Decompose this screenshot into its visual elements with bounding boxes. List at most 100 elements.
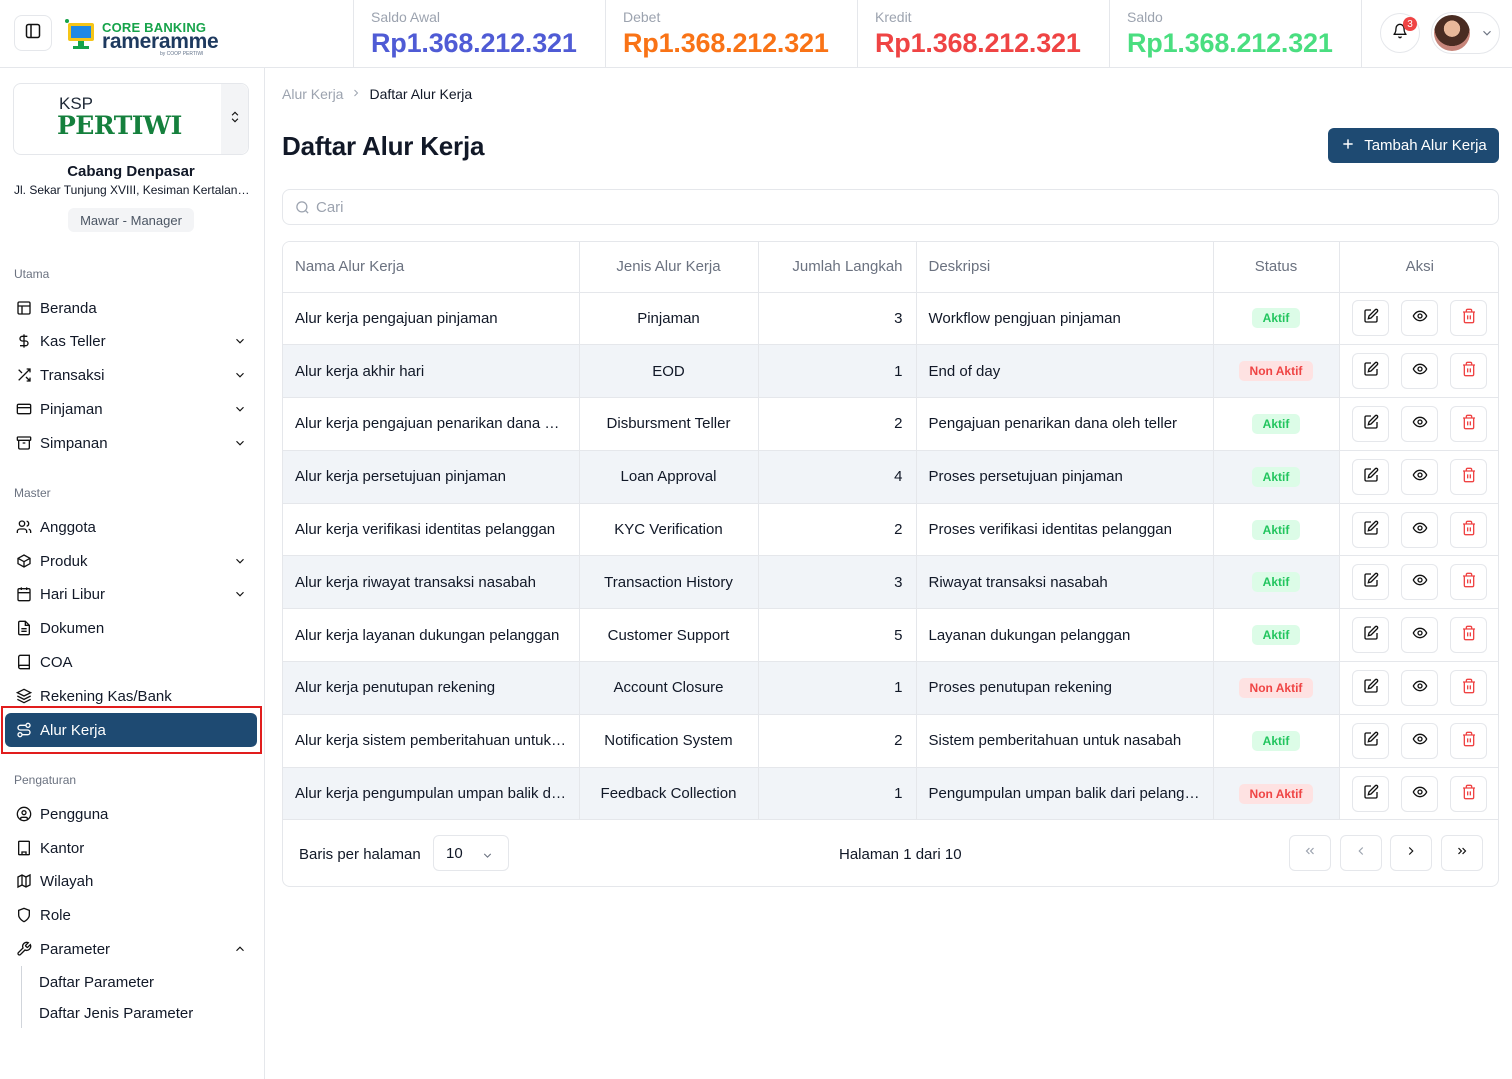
sidebar-item-pinjaman[interactable]: Pinjaman (5, 392, 257, 426)
users-icon (15, 519, 32, 536)
delete-button[interactable] (1450, 775, 1488, 812)
edit-button[interactable] (1352, 617, 1390, 654)
edit-button[interactable] (1352, 511, 1390, 548)
user-role-badge: Mawar - Manager (68, 208, 194, 232)
column-header: Jumlah Langkah (758, 242, 917, 293)
breadcrumb-parent-link[interactable]: Alur Kerja (282, 86, 344, 102)
table-row: Alur kerja pengajuan pinjaman Pinjaman 3 Wo… (283, 292, 1498, 346)
workflow-type-cell: Notification System (579, 714, 759, 768)
sidebar-item-role[interactable]: Role (5, 898, 257, 932)
delete-button[interactable] (1450, 300, 1488, 337)
view-button[interactable] (1401, 669, 1439, 706)
delete-button[interactable] (1450, 511, 1488, 548)
edit-button[interactable] (1352, 775, 1390, 812)
add-workflow-button[interactable]: Tambah Alur Kerja (1328, 128, 1499, 163)
table-row: Alur kerja persetujuan pinjaman Loan Appr… (283, 450, 1498, 504)
sidebar-item-dokumen[interactable]: Dokumen (5, 611, 257, 645)
workflow-name-cell: Alur kerja sistem pemberitahuan untuk na… (283, 714, 580, 768)
view-button[interactable] (1401, 511, 1439, 548)
status-badge: Aktif (1251, 625, 1301, 646)
view-button[interactable] (1401, 722, 1439, 759)
sidebar-item-produk[interactable]: Produk (5, 544, 257, 578)
sidebar-item-alur-kerja[interactable]: Alur Kerja (5, 713, 257, 747)
rows-per-page-select[interactable]: 10 (433, 835, 509, 871)
sidebar-toggle-button[interactable] (14, 15, 52, 51)
stat-saldo-awal: Saldo Awal Rp1.368.212.321 (353, 0, 605, 68)
edit-button[interactable] (1352, 353, 1390, 390)
trash-icon (1461, 308, 1477, 328)
description-cell: Pengajuan penarikan dana oleh teller (916, 397, 1214, 451)
view-button[interactable] (1401, 775, 1439, 812)
sidebar-item-pengguna[interactable]: Pengguna (5, 797, 257, 831)
actions-cell (1339, 608, 1498, 663)
status-badge: Non Aktif (1238, 783, 1314, 804)
chevron-down-icon (1480, 26, 1494, 45)
workflow-type-cell: Feedback Collection (579, 767, 759, 821)
top-bar: CORE BANKING rameramme by COOP PERTIWI S… (0, 0, 1512, 68)
sidebar-item-label: Alur Kerja (40, 721, 106, 739)
delete-button[interactable] (1450, 353, 1488, 390)
delete-button[interactable] (1450, 669, 1488, 706)
sidebar-item-label: Simpanan (40, 434, 108, 452)
logo-line2: rameramme (102, 30, 219, 53)
stat-label: Saldo (1127, 9, 1163, 25)
sidebar-item-hari-libur[interactable]: Hari Libur (5, 577, 257, 611)
sidebar-subitem-daftar-parameter[interactable]: Daftar Parameter (39, 974, 155, 991)
trash-icon (1461, 361, 1477, 381)
switch-org-button[interactable] (221, 84, 248, 154)
sidebar-item-kas-teller[interactable]: Kas Teller (5, 324, 257, 358)
page-indicator: Halaman 1 dari 10 (839, 846, 962, 863)
delete-button[interactable] (1450, 722, 1488, 759)
table-row: Alur kerja penutupan rekening Account Clo… (283, 661, 1498, 715)
sidebar-subitem-daftar-jenis-parameter[interactable]: Daftar Jenis Parameter (39, 1005, 194, 1022)
last-page-button[interactable] (1441, 835, 1483, 871)
notification-button[interactable]: 3 (1380, 13, 1420, 53)
sidebar-item-rekening[interactable]: Rekening Kas/Bank (5, 679, 257, 713)
search-icon (295, 200, 310, 215)
bell-icon (1392, 23, 1408, 44)
first-page-button[interactable] (1289, 835, 1331, 871)
edit-button[interactable] (1352, 669, 1390, 706)
edit-button[interactable] (1352, 405, 1390, 442)
sidebar-item-beranda[interactable]: Beranda (5, 291, 257, 325)
stat-label: Saldo Awal (371, 9, 441, 25)
next-page-button[interactable] (1390, 835, 1432, 871)
previous-page-button[interactable] (1340, 835, 1382, 871)
sidebar-item-transaksi[interactable]: Transaksi (5, 358, 257, 392)
user-menu-button[interactable] (1431, 12, 1500, 54)
sidebar-item-coa[interactable]: COA (5, 645, 257, 679)
workflow-table: Nama Alur Kerja Jenis Alur Kerja Jumlah … (282, 241, 1499, 887)
view-button[interactable] (1401, 564, 1439, 601)
stat-label: Kredit (875, 9, 912, 25)
edit-icon (1363, 731, 1379, 751)
sidebar-item-kantor[interactable]: Kantor (5, 831, 257, 865)
sidebar-item-wilayah[interactable]: Wilayah (5, 864, 257, 898)
notification-count-badge: 3 (1403, 17, 1417, 31)
sidebar-item-anggota[interactable]: Anggota (5, 510, 257, 544)
view-button[interactable] (1401, 405, 1439, 442)
breadcrumb-current: Daftar Alur Kerja (369, 86, 473, 102)
view-button[interactable] (1401, 300, 1439, 337)
workflow-name-cell: Alur kerja pengajuan pinjaman (283, 292, 580, 346)
sidebar-item-label: Produk (40, 552, 88, 570)
delete-button[interactable] (1450, 405, 1488, 442)
edit-button[interactable] (1352, 722, 1390, 759)
view-button[interactable] (1401, 458, 1439, 495)
edit-button[interactable] (1352, 458, 1390, 495)
search-input[interactable]: Cari (282, 189, 1499, 225)
sidebar-item-simpanan[interactable]: Simpanan (5, 426, 257, 460)
view-button[interactable] (1401, 617, 1439, 654)
edit-button[interactable] (1352, 564, 1390, 601)
edit-icon (1363, 520, 1379, 540)
delete-button[interactable] (1450, 564, 1488, 601)
rows-per-page-value: 10 (446, 845, 463, 862)
delete-button[interactable] (1450, 458, 1488, 495)
archive-icon (15, 435, 32, 452)
edit-button[interactable] (1352, 300, 1390, 337)
sidebar-item-parameter[interactable]: Parameter (5, 932, 257, 966)
delete-button[interactable] (1450, 617, 1488, 654)
column-header: Nama Alur Kerja (283, 242, 580, 293)
step-count-cell: 4 (758, 450, 917, 504)
view-button[interactable] (1401, 353, 1439, 390)
org-switcher[interactable]: KSP PERTIWI (13, 83, 249, 155)
